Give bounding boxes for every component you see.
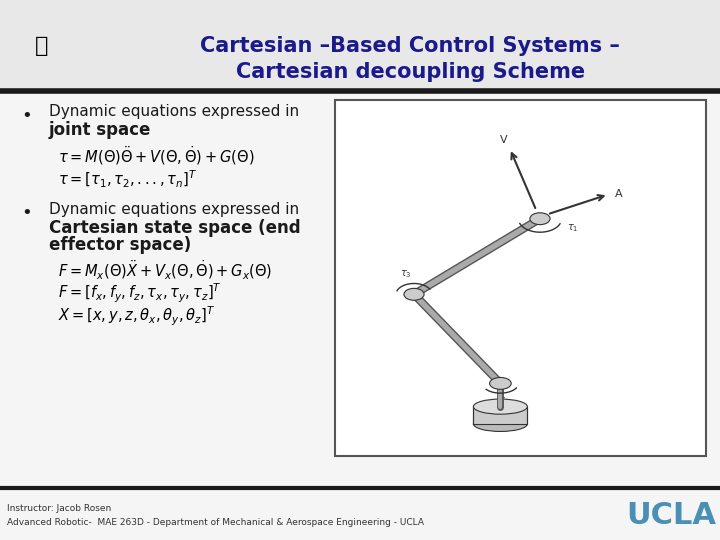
- Text: UCLA: UCLA: [626, 501, 716, 530]
- Text: Advanced Robotic-  MAE 263D - Department of Mechanical & Aerospace Engineering -: Advanced Robotic- MAE 263D - Department …: [7, 518, 424, 526]
- Text: V: V: [500, 136, 508, 145]
- Ellipse shape: [490, 377, 511, 389]
- Ellipse shape: [404, 288, 424, 300]
- Text: $F = M_x(\Theta)\ddot{X} + V_x(\Theta,\dot{\Theta}) + G_x(\Theta)$: $F = M_x(\Theta)\ddot{X} + V_x(\Theta,\d…: [58, 258, 272, 282]
- Text: 🐕: 🐕: [35, 36, 48, 56]
- Text: $\tau = [\tau_1, \tau_2, ..., \tau_n]^T$: $\tau = [\tau_1, \tau_2, ..., \tau_n]^T$: [58, 168, 197, 190]
- Text: $\tau_3$: $\tau_3$: [400, 268, 411, 280]
- Ellipse shape: [474, 416, 527, 431]
- Text: •: •: [22, 204, 32, 222]
- Bar: [335, 100, 706, 456]
- Text: A: A: [616, 190, 623, 199]
- Text: Dynamic equations expressed in: Dynamic equations expressed in: [49, 104, 299, 119]
- Text: •: •: [22, 106, 32, 125]
- Text: $F = [f_x, f_y, f_z, \tau_x, \tau_y, \tau_z]^T$: $F = [f_x, f_y, f_z, \tau_x, \tau_y, \ta…: [58, 281, 222, 305]
- Text: joint space: joint space: [49, 120, 151, 139]
- Text: Cartesian decoupling Scheme: Cartesian decoupling Scheme: [236, 62, 585, 83]
- Text: Cartesian state space (end: Cartesian state space (end: [49, 219, 300, 237]
- Text: Dynamic equations expressed in: Dynamic equations expressed in: [49, 202, 299, 217]
- Bar: [474, 407, 527, 424]
- Bar: [0, 0, 720, 89]
- Text: Instructor: Jacob Rosen: Instructor: Jacob Rosen: [7, 504, 112, 513]
- Text: Cartesian –Based Control Systems –: Cartesian –Based Control Systems –: [200, 36, 621, 56]
- Ellipse shape: [530, 213, 550, 225]
- Ellipse shape: [474, 399, 527, 414]
- Text: $\tau_2$: $\tau_2$: [498, 395, 510, 407]
- Text: effector space): effector space): [49, 235, 192, 254]
- Text: $X = [x, y, z, \theta_x, \theta_y, \theta_z]^T$: $X = [x, y, z, \theta_x, \theta_y, \thet…: [58, 304, 215, 328]
- Text: $\tau = M(\Theta)\ddot{\Theta} + V(\Theta,\dot{\Theta}) + G(\Theta)$: $\tau = M(\Theta)\ddot{\Theta} + V(\Thet…: [58, 144, 254, 167]
- Text: $\tau_1$: $\tau_1$: [567, 222, 578, 234]
